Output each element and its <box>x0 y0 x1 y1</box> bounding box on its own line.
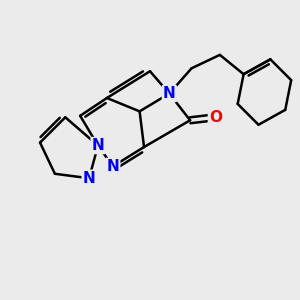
Text: O: O <box>209 110 222 125</box>
Text: N: N <box>83 171 95 186</box>
Text: N: N <box>92 138 104 153</box>
Text: N: N <box>163 86 176 101</box>
Text: N: N <box>106 159 119 174</box>
